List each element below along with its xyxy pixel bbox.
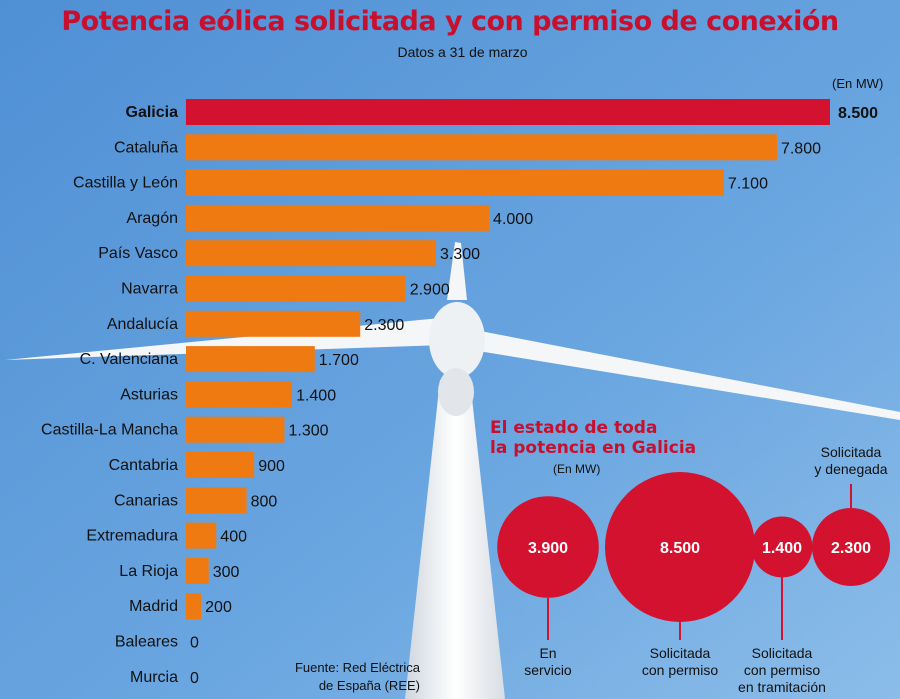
value-label-castilla-la-mancha: 1.300 xyxy=(288,423,328,440)
bar-navarra xyxy=(186,275,406,302)
category-label-madrid: Madrid xyxy=(129,598,178,615)
galicia-unit-label: (En MW) xyxy=(553,462,601,476)
category-label-canarias: Canarias xyxy=(114,492,178,509)
bar-andaluc-a xyxy=(186,310,361,337)
value-label-navarra: 2.900 xyxy=(410,282,450,299)
bubble-caption-1: En servicio xyxy=(493,645,603,679)
category-label-cantabria: Cantabria xyxy=(109,457,178,474)
value-label-canarias: 800 xyxy=(251,493,278,510)
galicia-panel-title: El estado de toda la potencia en Galicia xyxy=(490,418,740,458)
bar-extremadura xyxy=(186,522,217,549)
source-note: Fuente: Red Eléctrica de España (REE) xyxy=(292,659,420,695)
bubble-value-3: 1.400 xyxy=(762,540,802,557)
bubble-1 xyxy=(497,496,599,598)
unit-label: (En MW) xyxy=(832,76,884,91)
bubble-caption-4: Solicitada y denegada xyxy=(806,444,896,478)
bubble-caption-line: en tramitación xyxy=(738,679,826,695)
bubble-3 xyxy=(751,516,813,578)
bar-cantabria xyxy=(186,452,255,478)
value-label-madrid: 200 xyxy=(205,599,232,616)
value-label-pa-s-vasco: 3.300 xyxy=(440,246,480,263)
category-label-asturias: Asturias xyxy=(120,386,178,403)
value-label-extremadura: 400 xyxy=(220,529,247,546)
category-label-baleares: Baleares xyxy=(115,634,178,651)
bubble-value-2: 8.500 xyxy=(660,540,700,557)
category-label-navarra: Navarra xyxy=(121,281,178,298)
value-label-castilla-y-le-n: 7.100 xyxy=(728,176,768,193)
category-label-pa-s-vasco: País Vasco xyxy=(98,245,178,262)
bar-arag-n xyxy=(186,204,490,231)
bubble-2 xyxy=(605,472,755,622)
bar-pa-s-vasco xyxy=(186,240,437,267)
bubble-caption-line: con permiso xyxy=(743,662,821,678)
value-label-andaluc-a: 2.300 xyxy=(364,317,404,334)
source-line-2: de España (REE) xyxy=(318,678,420,693)
value-label-murcia: 0 xyxy=(190,670,199,687)
category-label-castilla-la-mancha: Castilla-La Mancha xyxy=(41,422,178,439)
value-label-c-valenciana: 1.700 xyxy=(319,352,359,369)
bubble-value-4: 2.300 xyxy=(831,540,871,557)
bar-la-rioja xyxy=(186,557,209,584)
category-label-extremadura: Extremadura xyxy=(86,528,178,545)
bar-asturias xyxy=(186,381,293,408)
bubble-caption-2: Solicitada con permiso xyxy=(625,645,735,679)
bubble-caption-line: con permiso xyxy=(641,662,719,678)
source-line-1: Fuente: Red Eléctrica xyxy=(294,660,420,675)
category-label-catalu-a: Cataluña xyxy=(114,139,178,156)
bubble-4 xyxy=(811,507,891,587)
bubble-value-1: 3.900 xyxy=(528,540,568,557)
category-label-castilla-y-le-n: Castilla y León xyxy=(73,175,178,192)
category-label-murcia: Murcia xyxy=(130,669,178,686)
bar-madrid xyxy=(186,593,202,620)
chart-title: Potencia eólica solicitada y con permiso… xyxy=(61,6,839,37)
value-label-baleares: 0 xyxy=(190,635,199,652)
bar-galicia xyxy=(186,99,830,125)
bubble-caption-line: Solicitada xyxy=(820,444,882,460)
category-label-c-valenciana: C. Valenciana xyxy=(80,351,179,368)
bar-canarias xyxy=(186,487,247,514)
value-label-cantabria: 900 xyxy=(258,458,285,475)
value-label-arag-n: 4.000 xyxy=(493,211,533,228)
category-label-andaluc-a: Andalucía xyxy=(107,316,178,333)
bubble-caption-line: Solicitada xyxy=(751,645,813,661)
bubble-caption-line: y denegada xyxy=(814,461,888,477)
category-label-galicia: Galicia xyxy=(126,104,179,121)
value-label-galicia: 8.500 xyxy=(838,105,878,122)
chart-subtitle: Datos a 31 de marzo xyxy=(397,44,528,60)
bar-castilla-y-le-n xyxy=(186,169,724,196)
bar-c-valenciana xyxy=(186,346,315,373)
value-label-la-rioja: 300 xyxy=(213,564,240,581)
value-label-asturias: 1.400 xyxy=(296,387,336,404)
category-label-la-rioja: La Rioja xyxy=(119,563,178,580)
bar-castilla-la-mancha xyxy=(186,416,285,443)
bar-catalu-a xyxy=(186,134,777,161)
bubble-caption-line: En xyxy=(539,645,557,661)
bubble-caption-line: Solicitada xyxy=(649,645,711,661)
value-label-catalu-a: 7.800 xyxy=(781,140,821,157)
galicia-title-line-2: la potencia en Galicia xyxy=(490,438,697,458)
bubble-caption-3: Solicitada con permiso en tramitación xyxy=(727,645,837,696)
category-label-arag-n: Aragón xyxy=(126,210,178,227)
bubble-caption-line: servicio xyxy=(524,662,572,678)
galicia-title-line-1: El estado de toda xyxy=(490,418,658,438)
